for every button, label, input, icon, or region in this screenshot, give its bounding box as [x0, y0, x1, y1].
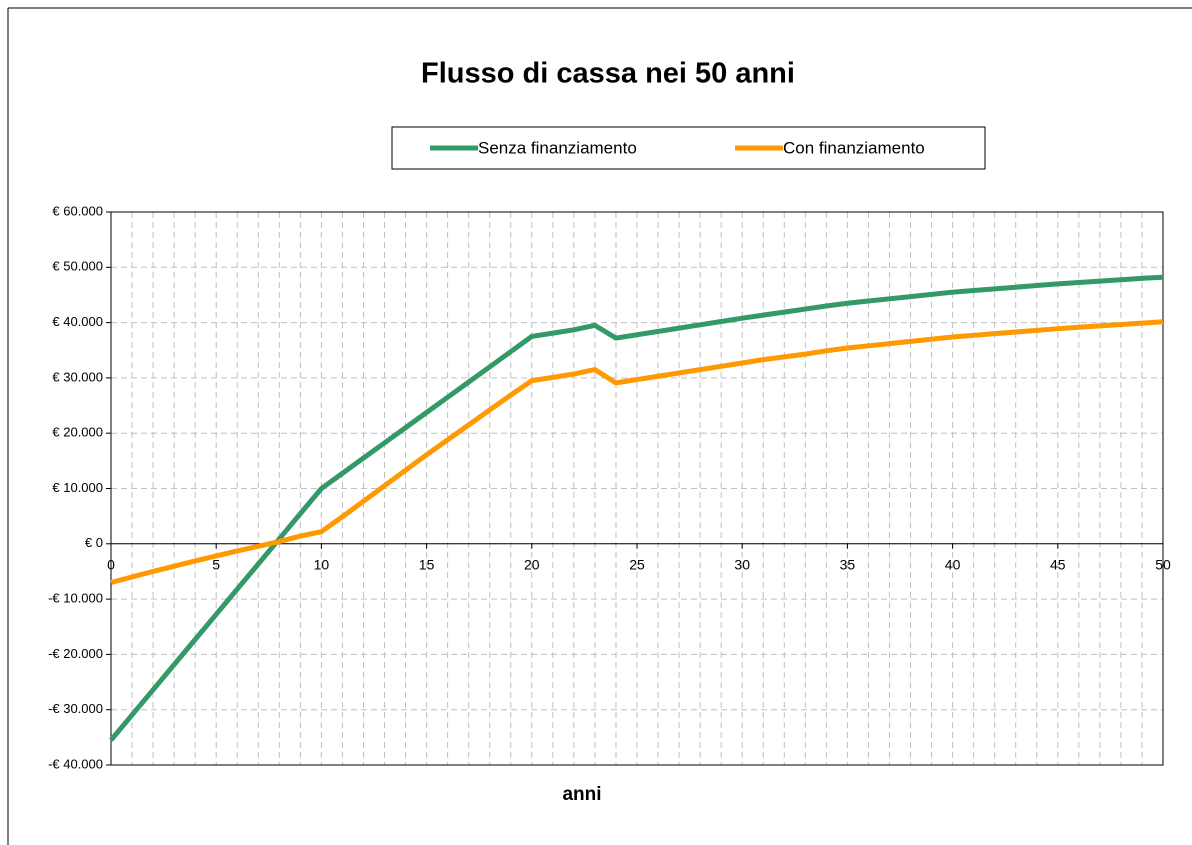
- x-tick-label: 10: [314, 557, 330, 573]
- y-tick-label: € 50.000: [52, 259, 103, 274]
- x-tick-label: 45: [1050, 557, 1066, 573]
- legend-label: Senza finanziamento: [478, 138, 637, 157]
- x-tick-label: 20: [524, 557, 540, 573]
- y-tick-label: -€ 10.000: [48, 591, 103, 606]
- x-tick-label: 5: [212, 557, 220, 573]
- y-tick-label: € 60.000: [52, 203, 103, 218]
- series-line: [110, 319, 1164, 585]
- x-tick-label: 30: [734, 557, 750, 573]
- chart-title: Flusso di cassa nei 50 anni: [421, 58, 795, 90]
- y-tick-label: -€ 20.000: [48, 646, 103, 661]
- y-tick-label: € 20.000: [52, 425, 103, 440]
- legend-label: Con finanziamento: [783, 138, 925, 157]
- y-tick-label: -€ 30.000: [48, 701, 103, 716]
- series-line: [109, 274, 1164, 742]
- legend: [391, 126, 986, 170]
- x-tick-label: 15: [419, 557, 435, 573]
- y-tick-label: € 40.000: [52, 314, 103, 329]
- y-tick-label: € 10.000: [52, 480, 103, 495]
- x-tick-label: 40: [945, 557, 961, 573]
- x-tick-label: 25: [629, 557, 645, 573]
- y-tick-label: -€ 40.000: [48, 756, 103, 771]
- x-tick-label: 0: [107, 557, 115, 573]
- x-axis-label: anni: [562, 784, 601, 805]
- x-tick-label: 50: [1155, 557, 1171, 573]
- y-tick-label: € 0: [85, 535, 103, 550]
- x-tick-label: 35: [840, 557, 856, 573]
- y-tick-label: € 30.000: [52, 369, 103, 384]
